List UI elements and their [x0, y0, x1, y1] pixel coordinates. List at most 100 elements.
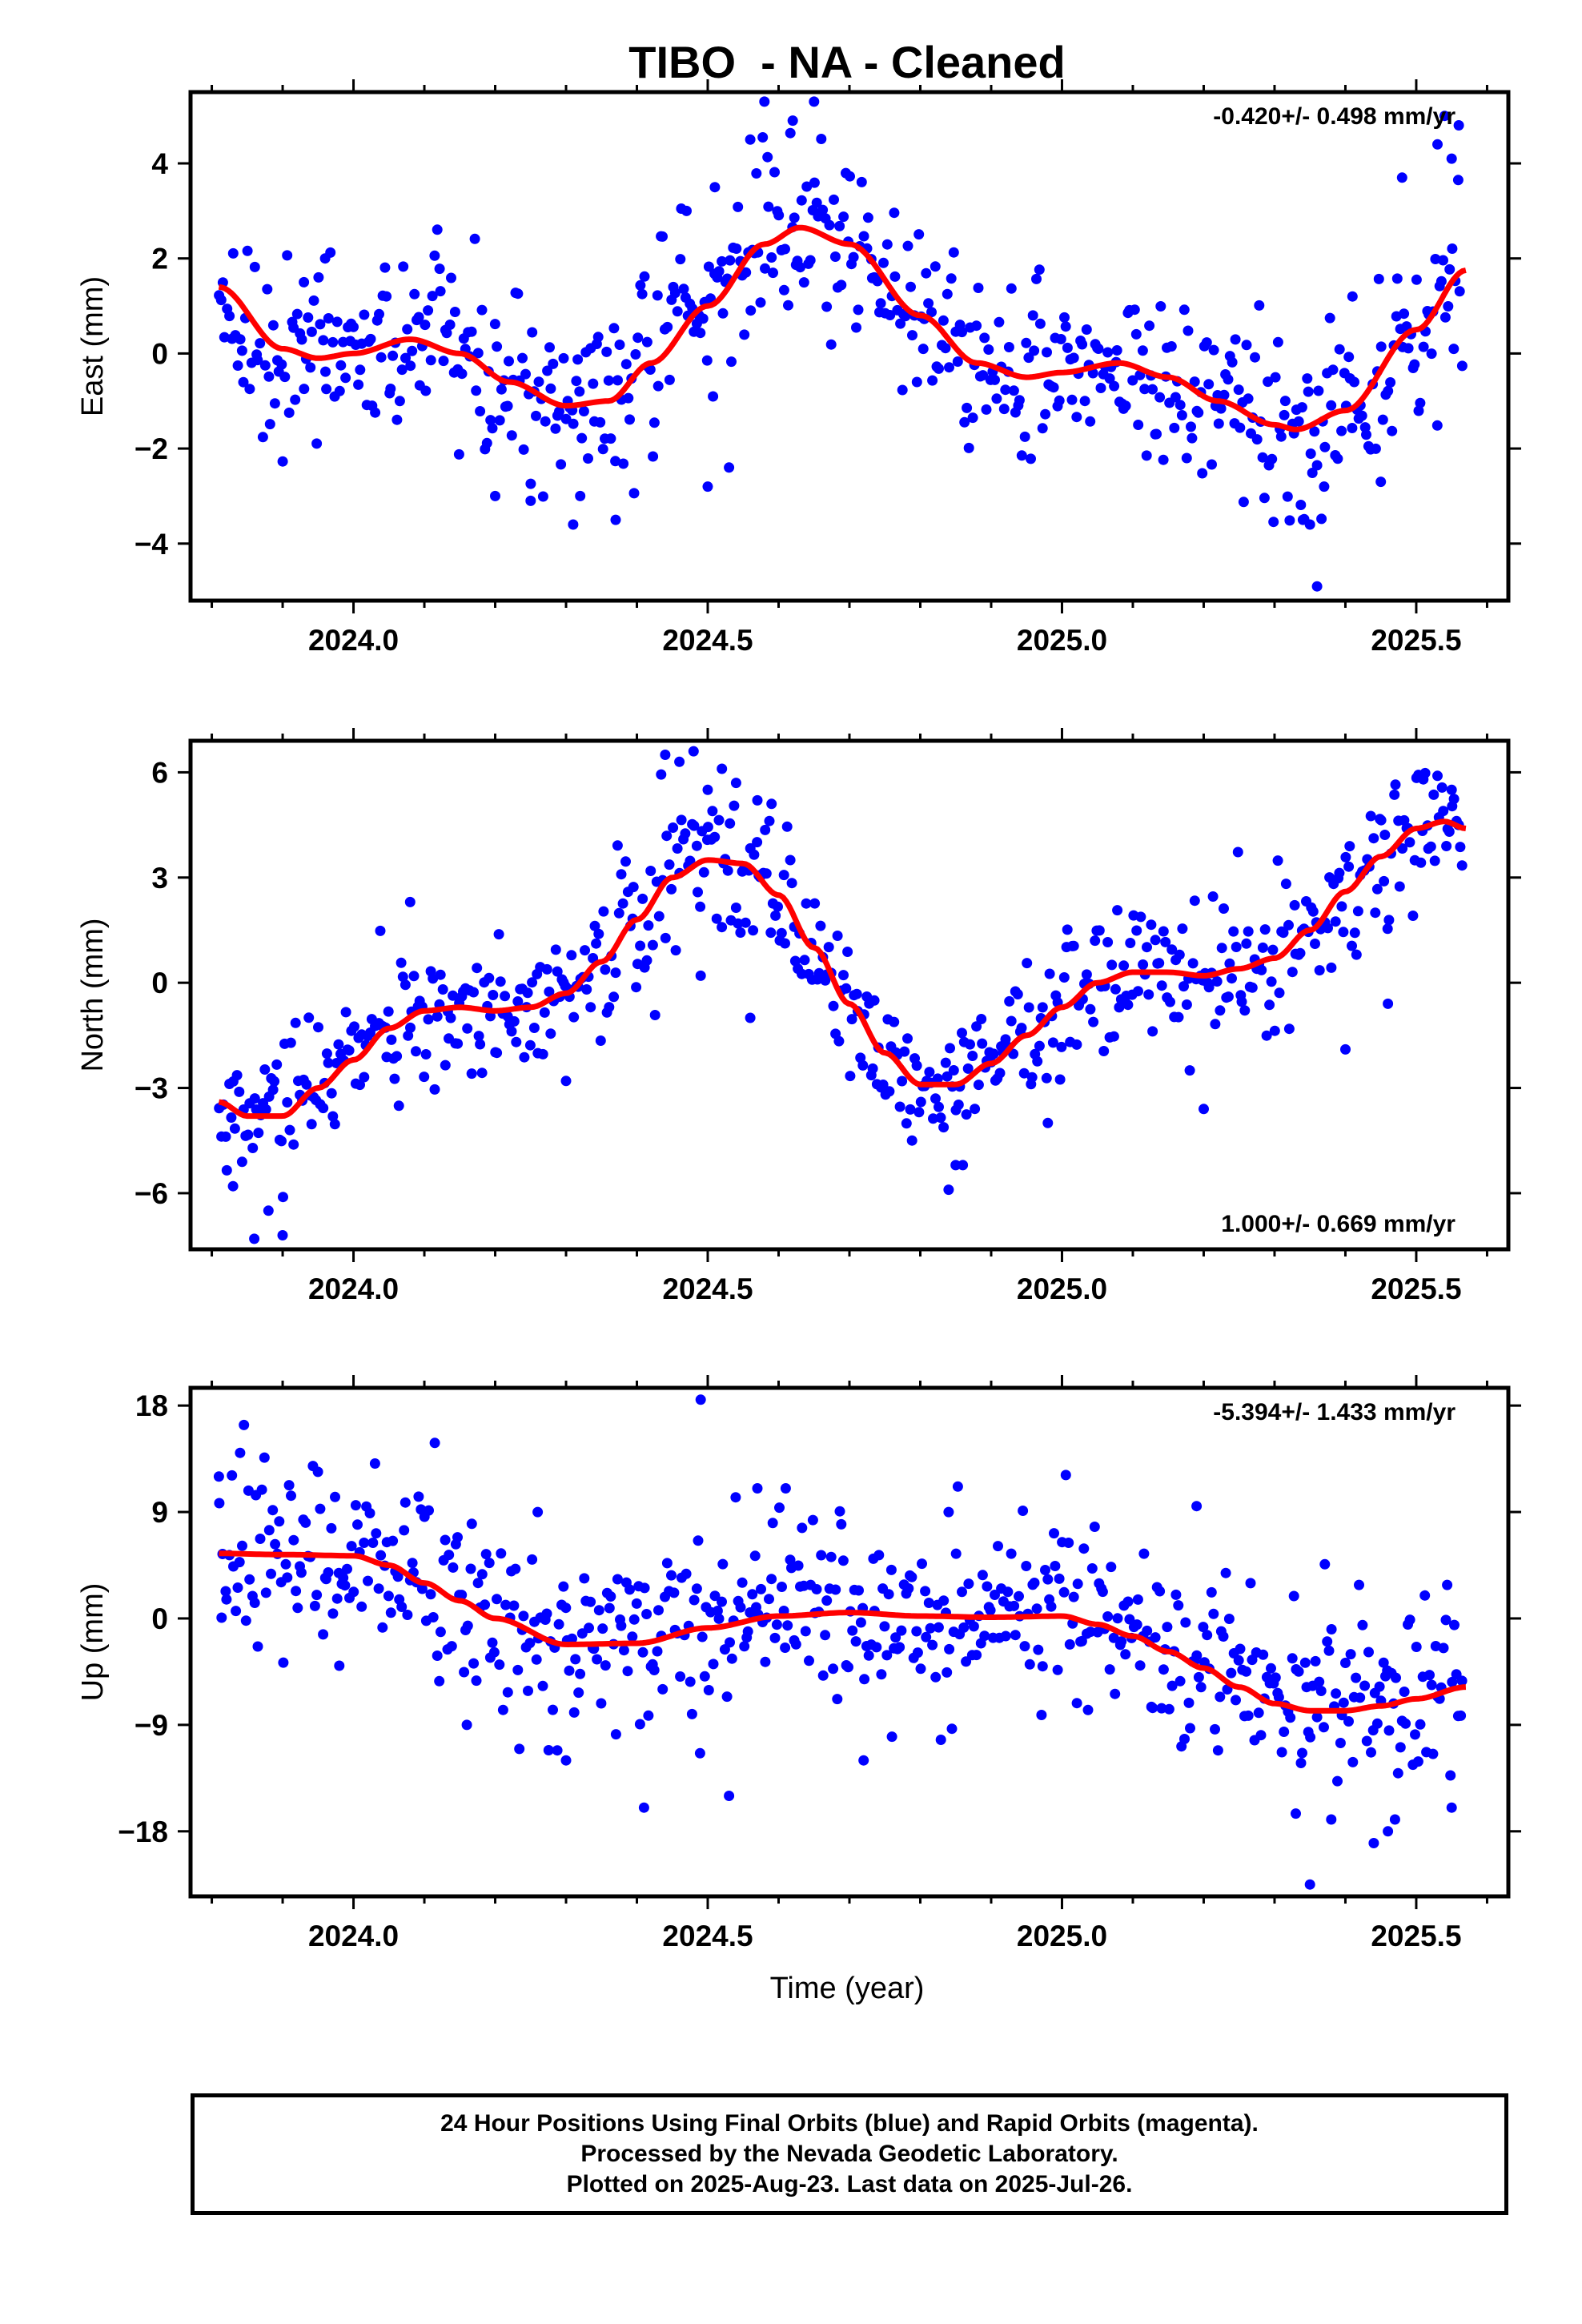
data-point — [475, 1039, 486, 1050]
data-point — [1404, 1614, 1415, 1626]
x-tick-label: 2024.0 — [308, 624, 399, 657]
data-point — [713, 814, 725, 826]
data-point — [836, 279, 847, 291]
data-point — [1231, 942, 1242, 952]
data-point — [1023, 1002, 1034, 1013]
data-point — [638, 1802, 649, 1813]
data-point — [1456, 1710, 1467, 1721]
data-point — [1022, 958, 1033, 969]
data-point — [1147, 384, 1158, 395]
data-point — [1379, 875, 1390, 887]
data-point — [552, 1745, 563, 1756]
data-point — [595, 416, 606, 428]
data-point — [407, 345, 418, 356]
data-point — [333, 1039, 344, 1050]
data-point — [497, 1704, 508, 1715]
data-point — [1042, 1117, 1054, 1128]
data-point — [1042, 347, 1052, 358]
data-point — [1390, 779, 1401, 790]
data-point — [943, 1184, 954, 1196]
data-point — [1046, 1601, 1057, 1612]
data-point — [385, 1607, 396, 1618]
data-point — [462, 1620, 473, 1631]
data-point — [695, 328, 706, 339]
data-point — [235, 1447, 246, 1458]
data-point — [1186, 421, 1196, 432]
data-point — [284, 1124, 295, 1136]
data-point — [1033, 1644, 1044, 1655]
data-point — [1094, 925, 1105, 936]
data-point — [1102, 347, 1114, 358]
data-point — [1323, 923, 1333, 934]
data-point — [334, 385, 345, 396]
data-point — [591, 938, 602, 949]
data-point — [531, 410, 541, 421]
data-point — [1127, 375, 1138, 386]
data-point — [1112, 1613, 1123, 1624]
data-point — [899, 1046, 910, 1057]
data-point — [1340, 1658, 1351, 1668]
data-point — [1154, 958, 1165, 969]
data-point — [1445, 1770, 1456, 1781]
y-tick-label: 2 — [151, 243, 168, 275]
data-point — [620, 359, 632, 370]
data-point — [257, 432, 268, 443]
data-point — [1063, 1538, 1074, 1548]
data-point — [645, 866, 656, 876]
data-point — [1392, 1767, 1403, 1779]
data-point — [1349, 376, 1359, 388]
data-point — [697, 313, 709, 324]
data-point — [1079, 396, 1090, 407]
data-point — [267, 320, 279, 331]
data-point — [318, 335, 329, 346]
data-point — [1444, 263, 1456, 275]
data-point — [356, 1601, 367, 1612]
data-point — [596, 1698, 607, 1709]
data-point — [751, 168, 762, 179]
data-point — [411, 1046, 421, 1057]
data-point — [349, 1021, 359, 1032]
data-point — [614, 340, 625, 350]
data-point — [1189, 376, 1200, 388]
data-point — [1276, 1747, 1287, 1758]
data-point — [1311, 1711, 1323, 1723]
data-point — [1088, 1016, 1099, 1027]
data-point — [402, 1610, 413, 1620]
data-point — [717, 922, 728, 933]
data-point — [1050, 1561, 1061, 1571]
data-point — [1104, 1664, 1115, 1675]
data-point — [1129, 304, 1140, 316]
data-point — [487, 1637, 498, 1648]
data-point — [1239, 1005, 1251, 1016]
data-point — [879, 1621, 890, 1632]
data-point — [1377, 414, 1388, 425]
data-point — [767, 1518, 778, 1529]
data-point — [1142, 1625, 1153, 1636]
data-point — [636, 288, 648, 300]
data-point — [387, 1535, 399, 1546]
data-point — [660, 750, 671, 760]
y-tick-label: −9 — [135, 1709, 168, 1742]
data-point — [760, 1656, 771, 1667]
data-point — [726, 356, 737, 368]
data-point — [624, 414, 635, 425]
data-point — [216, 1612, 227, 1623]
data-point — [1272, 336, 1283, 348]
data-point — [994, 316, 1005, 328]
data-point — [1047, 1037, 1058, 1048]
data-point — [408, 971, 420, 982]
data-point — [445, 1012, 456, 1023]
data-point — [1440, 1614, 1452, 1626]
data-point — [588, 953, 599, 963]
data-point — [1241, 340, 1252, 351]
data-point — [308, 295, 319, 306]
data-point — [1310, 1655, 1321, 1667]
data-point — [1150, 1632, 1161, 1643]
data-point — [1261, 1030, 1272, 1041]
data-point — [741, 267, 752, 278]
data-point — [809, 96, 820, 107]
data-point — [702, 481, 713, 493]
data-point — [1297, 514, 1308, 525]
data-point — [1014, 395, 1025, 406]
data-point — [1000, 1630, 1011, 1642]
